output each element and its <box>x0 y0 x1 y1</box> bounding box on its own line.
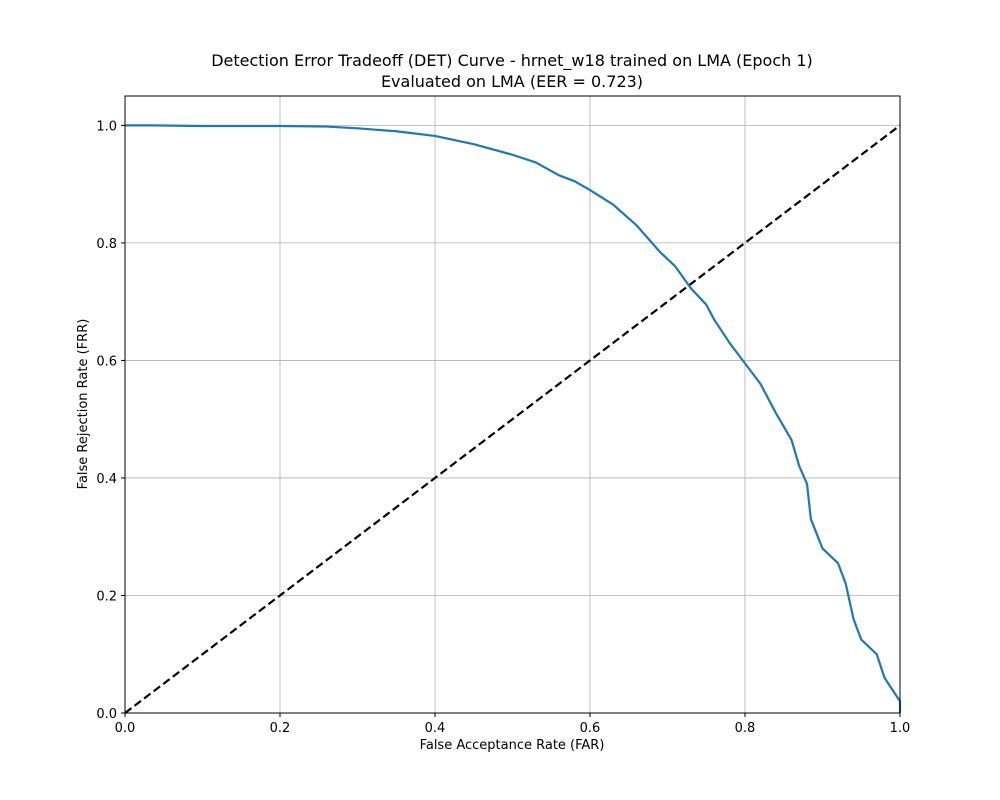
y-axis-label: False Rejection Rate (FRR) <box>76 318 91 490</box>
y-tick-label: 0.6 <box>96 354 117 369</box>
det-curve-layer <box>125 124 902 713</box>
reference-line-layer <box>124 124 901 714</box>
plot-frame <box>124 95 901 714</box>
y-tick-label: 0.8 <box>96 237 117 252</box>
x-tick-label: 0.0 <box>115 721 136 736</box>
grid <box>124 96 901 714</box>
x-tick-label: 0.8 <box>735 721 756 736</box>
y-tick-label: 1.0 <box>96 119 117 134</box>
x-tick-label: 0.4 <box>425 721 446 736</box>
x-axis-label: False Acceptance Rate (FAR) <box>419 738 605 753</box>
eer-reference-line <box>124 124 901 714</box>
y-tick-label: 0.0 <box>96 707 117 722</box>
x-tick-label: 0.2 <box>270 721 291 736</box>
chart-title: Detection Error Tradeoff (DET) Curve - h… <box>211 51 813 70</box>
chart-subtitle: Evaluated on LMA (EER = 0.723) <box>380 72 644 91</box>
x-tick-label: 0.6 <box>580 721 601 736</box>
ticks: 0.0 0.2 0.4 0.6 0.8 1.0 0.0 0.2 0.4 0.6 0.8 1.0 <box>96 119 910 736</box>
y-tick-label: 0.4 <box>96 472 117 487</box>
x-tick-label: 1.0 <box>890 721 911 736</box>
y-tick-label: 0.2 <box>96 589 117 604</box>
det-curve-line <box>125 124 902 713</box>
